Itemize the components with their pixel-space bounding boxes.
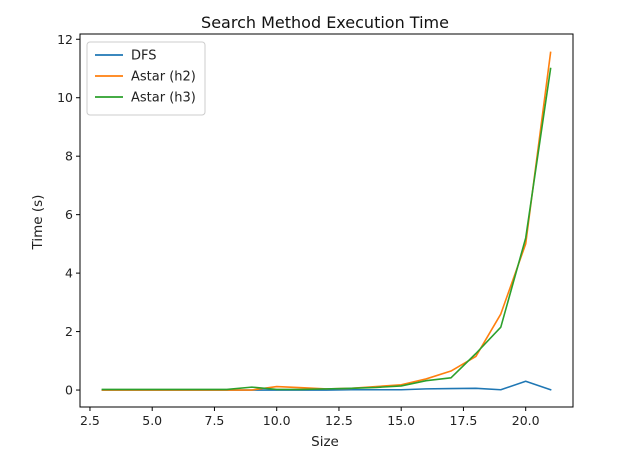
x-tick-label: 20.0 (512, 413, 540, 428)
y-tick-label: 6 (65, 207, 73, 222)
x-tick-label: 12.5 (325, 413, 353, 428)
x-tick-label: 17.5 (450, 413, 478, 428)
chart-title: Search Method Execution Time (201, 13, 449, 32)
plot-frame (79, 33, 574, 408)
x-tick-label: 15.0 (387, 413, 415, 428)
y-tick-label: 4 (65, 266, 73, 281)
legend-label: Astar (h2) (131, 70, 196, 85)
x-axis: 2.5 5.0 7.5 10.0 12.5 15.0 17.5 20.0 (80, 407, 540, 428)
series-line-astar-h3 (101, 67, 552, 391)
y-axis-label: Time (s) (30, 195, 46, 251)
legend-label: Astar (h3) (131, 91, 196, 106)
y-tick-label: 12 (57, 32, 73, 47)
legend-label: DFS (131, 49, 157, 64)
x-tick-label: 10.0 (263, 413, 291, 428)
x-tick-label: 5.0 (142, 413, 162, 428)
y-tick-label: 8 (65, 149, 73, 164)
y-tick-label: 10 (57, 90, 73, 105)
x-axis-label: Size (311, 434, 339, 450)
y-tick-label: 0 (65, 383, 73, 398)
series-layer (101, 51, 552, 391)
y-tick-label: 2 (65, 324, 73, 339)
x-tick-label: 2.5 (80, 413, 100, 428)
legend: DFS Astar (h2) Astar (h3) (86, 41, 206, 116)
x-tick-label: 7.5 (205, 413, 225, 428)
y-axis: 0 2 4 6 8 10 12 (57, 32, 80, 398)
